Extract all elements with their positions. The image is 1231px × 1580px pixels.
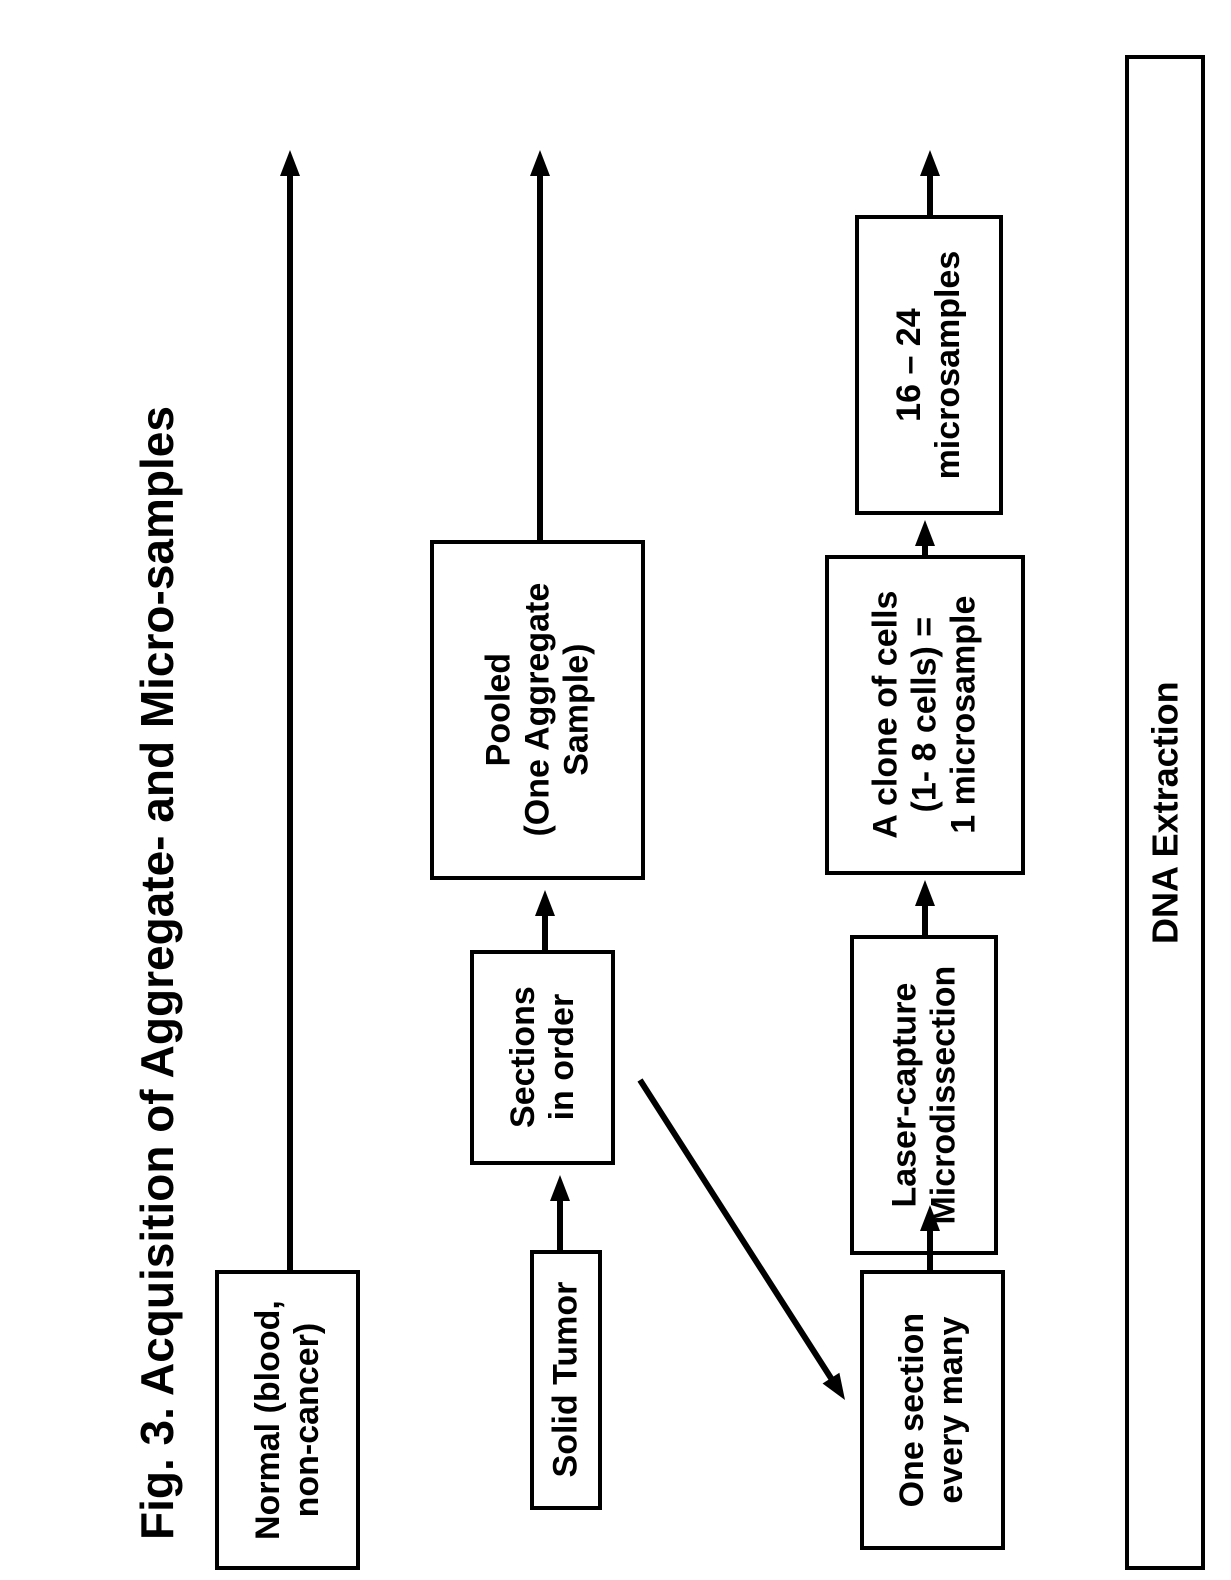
figure-title: Fig. 3. Acquisition of Aggregate- and Mi… [130,406,184,1540]
node-one-section-label: One sectionevery many [893,1313,971,1508]
node-lcm-label: Laser-captureMicrodissection [885,966,963,1225]
node-clone: A clone of cells(1- 8 cells) =1 microsam… [825,555,1025,875]
node-solid-tumor: Solid Tumor [530,1250,602,1510]
node-pooled: Pooled(One AggregateSample) [430,540,645,880]
node-sections: Sectionsin order [470,950,615,1165]
node-normal-label: Normal (blood,non-cancer) [248,1300,326,1540]
node-dna-extraction: DNA Extraction [1125,55,1205,1570]
node-sections-label: Sectionsin order [503,987,581,1129]
node-microsamples-label: 16 – 24microsamples [890,251,968,480]
node-pooled-label: Pooled(One AggregateSample) [479,583,596,837]
node-solid-tumor-label: Solid Tumor [546,1282,585,1478]
flowchart-canvas: Fig. 3. Acquisition of Aggregate- and Mi… [0,0,1231,1580]
node-clone-label: A clone of cells(1- 8 cells) =1 microsam… [866,591,983,839]
node-dna-extraction-label: DNA Extraction [1144,681,1185,944]
node-one-section: One sectionevery many [860,1270,1005,1550]
node-normal: Normal (blood,non-cancer) [215,1270,360,1570]
node-lcm: Laser-captureMicrodissection [850,935,998,1255]
node-microsamples: 16 – 24microsamples [855,215,1003,515]
